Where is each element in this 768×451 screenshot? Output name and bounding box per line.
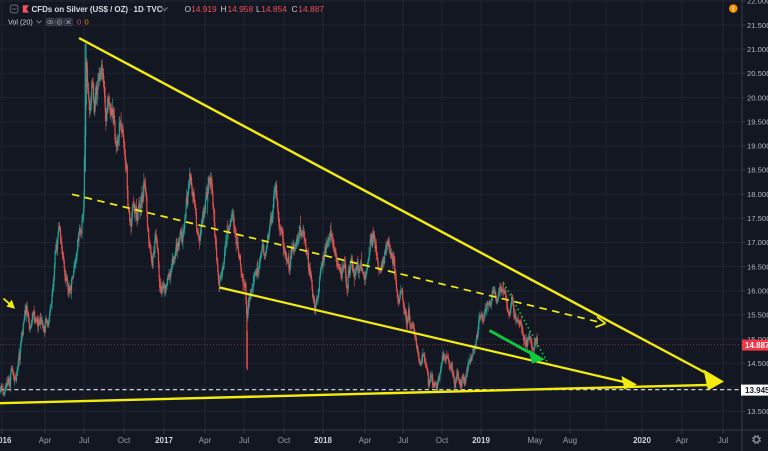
svg-text:Jul: Jul xyxy=(79,436,89,445)
svg-text:TVC: TVC xyxy=(147,5,163,14)
svg-text:Apr: Apr xyxy=(359,436,372,445)
svg-text:16.000: 16.000 xyxy=(747,287,768,296)
svg-text:CFDs on Silver (US$ / OZ): CFDs on Silver (US$ / OZ) xyxy=(32,5,129,14)
svg-text:17.000: 17.000 xyxy=(747,238,768,247)
svg-text:Jul: Jul xyxy=(239,436,249,445)
svg-text:0: 0 xyxy=(85,18,89,27)
svg-text:C: C xyxy=(292,4,298,14)
svg-text:17.500: 17.500 xyxy=(747,214,768,223)
svg-text:18.000: 18.000 xyxy=(747,190,768,199)
svg-text:20.500: 20.500 xyxy=(747,69,768,78)
svg-text:Apr: Apr xyxy=(676,436,689,445)
svg-text:Jul: Jul xyxy=(398,436,408,445)
svg-text:18.500: 18.500 xyxy=(747,166,768,175)
svg-text:1D: 1D xyxy=(134,5,144,14)
svg-text:15.000: 15.000 xyxy=(747,335,768,344)
svg-text:19.500: 19.500 xyxy=(747,118,768,127)
svg-text:2020: 2020 xyxy=(633,436,651,445)
svg-text:2016: 2016 xyxy=(0,436,12,445)
svg-text:2019: 2019 xyxy=(472,436,490,445)
svg-text:2018: 2018 xyxy=(314,436,332,445)
svg-text:Apr: Apr xyxy=(39,436,52,445)
svg-text:·: · xyxy=(143,4,146,14)
svg-text:May: May xyxy=(527,436,542,445)
svg-text:0: 0 xyxy=(77,18,81,27)
svg-text:Oct: Oct xyxy=(278,436,291,445)
svg-text:15.500: 15.500 xyxy=(747,311,768,320)
svg-text:Oct: Oct xyxy=(436,436,449,445)
svg-text:H: H xyxy=(221,4,227,14)
svg-text:14.500: 14.500 xyxy=(747,359,768,368)
svg-text:Vol (20): Vol (20) xyxy=(8,17,33,26)
svg-text:Oct: Oct xyxy=(118,436,131,445)
svg-text:Jul: Jul xyxy=(718,436,728,445)
svg-text:16.500: 16.500 xyxy=(747,262,768,271)
svg-text:13.500: 13.500 xyxy=(747,407,768,416)
svg-text:Apr: Apr xyxy=(199,436,212,445)
svg-text:14.919: 14.919 xyxy=(191,4,217,14)
svg-text:14.887: 14.887 xyxy=(745,341,768,350)
svg-text:!: ! xyxy=(732,4,735,13)
svg-text:20.000: 20.000 xyxy=(747,93,768,102)
svg-text:·: · xyxy=(130,4,133,14)
svg-text:21.500: 21.500 xyxy=(747,21,768,30)
svg-text:19.000: 19.000 xyxy=(747,142,768,151)
svg-text:21.000: 21.000 xyxy=(747,45,768,54)
svg-text:14.887: 14.887 xyxy=(298,4,324,14)
svg-text:22.000: 22.000 xyxy=(747,0,768,6)
svg-text:L: L xyxy=(256,4,261,14)
svg-text:O: O xyxy=(185,4,192,14)
svg-text:13.945: 13.945 xyxy=(745,386,768,395)
svg-text:14.958: 14.958 xyxy=(228,4,254,14)
svg-text:14.854: 14.854 xyxy=(261,4,287,14)
svg-text:Aug: Aug xyxy=(563,436,577,445)
svg-text:2017: 2017 xyxy=(155,436,173,445)
